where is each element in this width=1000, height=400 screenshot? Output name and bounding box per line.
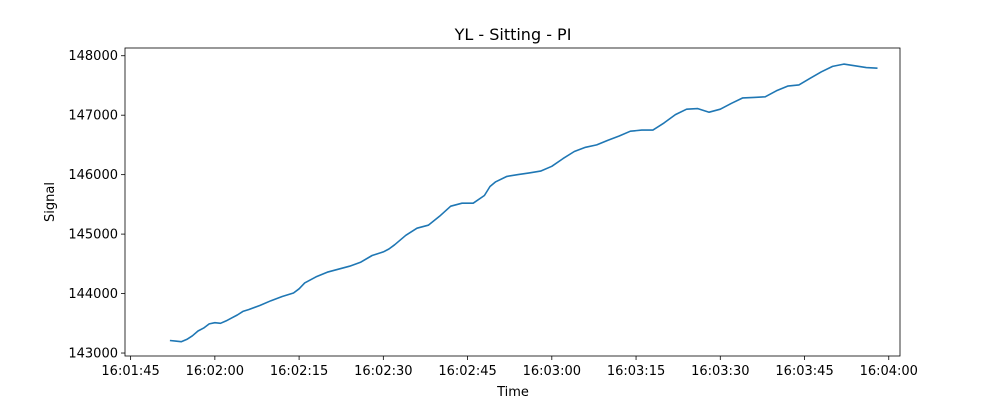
y-axis-ticks: 143000 144000 145000 146000 147000 148000 [68, 49, 125, 362]
y-axis-label: Signal [43, 182, 58, 222]
x-tick-label: 16:01:45 [101, 364, 159, 379]
y-tick-label: 147000 [68, 109, 118, 124]
x-tick-label: 16:02:45 [438, 364, 496, 379]
plot-frame [124, 47, 901, 357]
y-tick-label: 144000 [68, 287, 118, 302]
x-tick-label: 16:04:00 [860, 364, 918, 379]
x-tick-label: 16:03:45 [775, 364, 833, 379]
x-tick-label: 16:03:30 [691, 364, 749, 379]
y-tick-label: 145000 [68, 228, 118, 243]
plot-area [125, 48, 900, 356]
y-tick-label: 146000 [68, 168, 118, 183]
x-tick-label: 16:03:15 [607, 364, 665, 379]
x-tick-label: 16:02:00 [186, 364, 244, 379]
y-tick-label: 143000 [68, 347, 118, 362]
x-axis-ticks: 16:01:45 16:02:00 16:02:15 16:02:30 16:02:45… [101, 356, 918, 379]
x-axis-label: Time [496, 385, 529, 400]
chart-title: YL - Sitting - PI [454, 25, 572, 44]
x-tick-label: 16:02:30 [354, 364, 412, 379]
y-tick-label: 148000 [68, 49, 118, 64]
series-line [169, 63, 878, 343]
x-tick-label: 16:03:00 [523, 364, 581, 379]
x-tick-label: 16:02:15 [270, 364, 328, 379]
